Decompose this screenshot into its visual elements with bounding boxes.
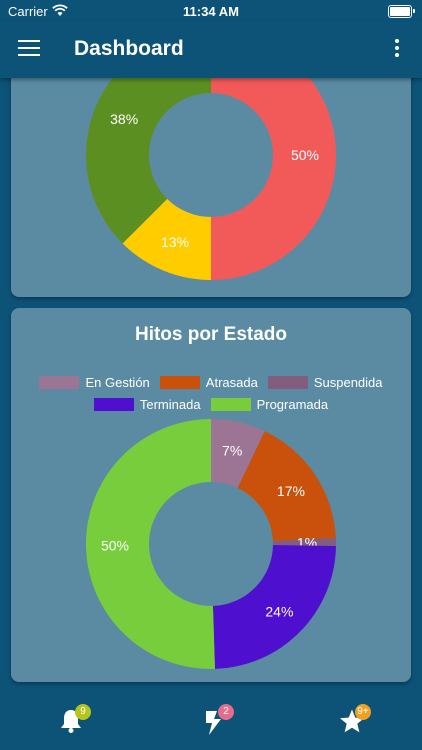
chart1-slice-1 [122,198,211,280]
hitos-slice-label-0: 7% [222,442,242,458]
wifi-icon [52,4,68,16]
legend-item: Programada [210,396,329,412]
legend-item: Atrasada [159,374,258,390]
battery-icon [388,5,415,18]
legend-item: Suspendida [267,374,383,390]
bottom-nav: 9 2 9+ [0,690,422,750]
chart-legend: En Gestión Atrasada Suspendida Terminada Pr… [11,371,411,415]
hitos-slice-4 [86,419,215,669]
legend-swatch [159,375,200,389]
legend-label: Suspendida [313,374,383,390]
hitos-slice-2 [272,538,337,546]
hitos-slice-label-1: 17% [277,483,305,499]
favorites-button[interactable]: 9+ [333,704,373,736]
favorites-badge: 9+ [355,704,371,720]
hitos-slice-label-3: 24% [265,603,293,619]
legend-item: En Gestión [39,374,150,390]
legend-label: Atrasada [205,374,258,390]
donut-chart-hitos: 7%17%1%24%50% [86,419,337,669]
star-icon [340,709,364,733]
notifications-badge: 9 [75,704,91,720]
menu-button[interactable] [18,40,40,58]
hitos-slice-0 [211,419,265,489]
legend-label: Programada [256,396,329,412]
chart-card-hitos: Hitos por Estado En Gestión Atrasada Suspe… [11,308,411,682]
legend-label: En Gestión [85,374,150,390]
status-bar: Carrier 11:34 AM [0,0,422,22]
hitos-slice-3 [212,544,336,669]
chart1-slice-label-1: 13% [161,234,189,250]
hitos-slice-label-4: 50% [101,538,129,554]
legend-swatch [267,375,308,389]
legend-label: Terminada [139,396,201,412]
chart-card-1: 50% 13% 38% [11,40,411,297]
chart-title: Hitos por Estado [134,324,287,345]
page-title: Dashboard [74,37,184,60]
legend-item: Terminada [93,396,201,412]
chart1-slice-2 [86,40,211,244]
clock: 11:34 AM [183,4,239,19]
chart1-slice-label-0: 50% [291,147,319,163]
alerts-button[interactable]: 2 [196,704,236,736]
hitos-slice-1 [237,431,336,542]
alerts-badge: 2 [218,704,234,720]
carrier-label: Carrier [8,4,48,19]
legend-swatch [93,397,134,411]
chart1-slice-label-2: 38% [110,111,138,127]
legend-swatch [210,397,251,411]
legend-swatch [39,375,80,389]
chart1-slice-0 [211,40,336,280]
donut-chart-1: 50% 13% 38% [86,40,336,280]
lightning-icon [206,711,221,735]
app-bar: Dashboard [0,22,422,78]
notifications-button[interactable]: 9 [53,704,93,736]
more-options-button[interactable] [394,39,400,59]
